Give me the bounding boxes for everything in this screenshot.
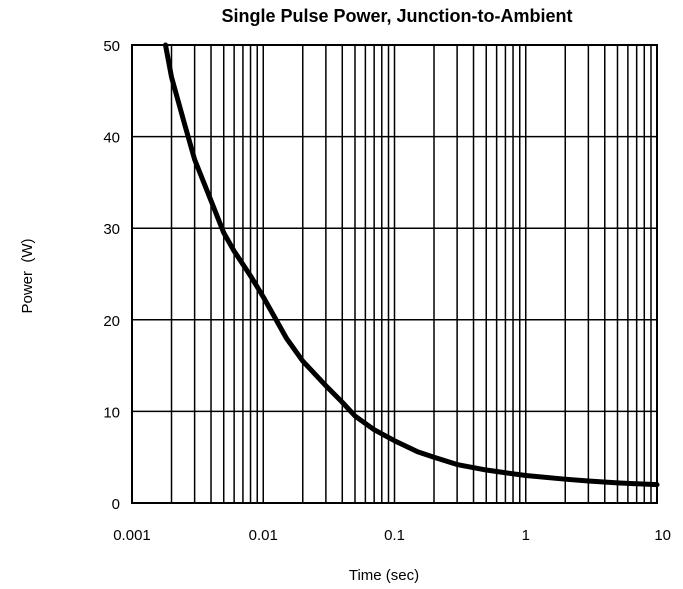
y-tick-label: 40	[103, 130, 120, 147]
tick-labels: 0.001 0.01 0.1 1 10 0 10 20 30 40 50	[103, 38, 671, 544]
chart-grid	[132, 45, 657, 503]
x-tick-label: 0.001	[113, 527, 151, 544]
x-axis-label: Time (sec)	[349, 567, 419, 584]
x-tick-label: 0.01	[249, 527, 278, 544]
y-tick-label: 0	[112, 496, 120, 513]
power-curve	[163, 42, 660, 488]
x-tick-label: 10	[654, 527, 671, 544]
y-tick-label: 20	[103, 313, 120, 330]
x-tick-label: 0.1	[384, 527, 405, 544]
y-axis-label: Power (W)	[19, 238, 36, 313]
x-tick-label: 1	[522, 527, 530, 544]
plot-frame	[131, 44, 658, 504]
y-tick-label: 50	[103, 38, 120, 55]
y-tick-label: 30	[103, 221, 120, 238]
y-tick-label: 10	[103, 404, 120, 421]
chart-title: Single Pulse Power, Junction-to-Ambient	[221, 6, 572, 26]
